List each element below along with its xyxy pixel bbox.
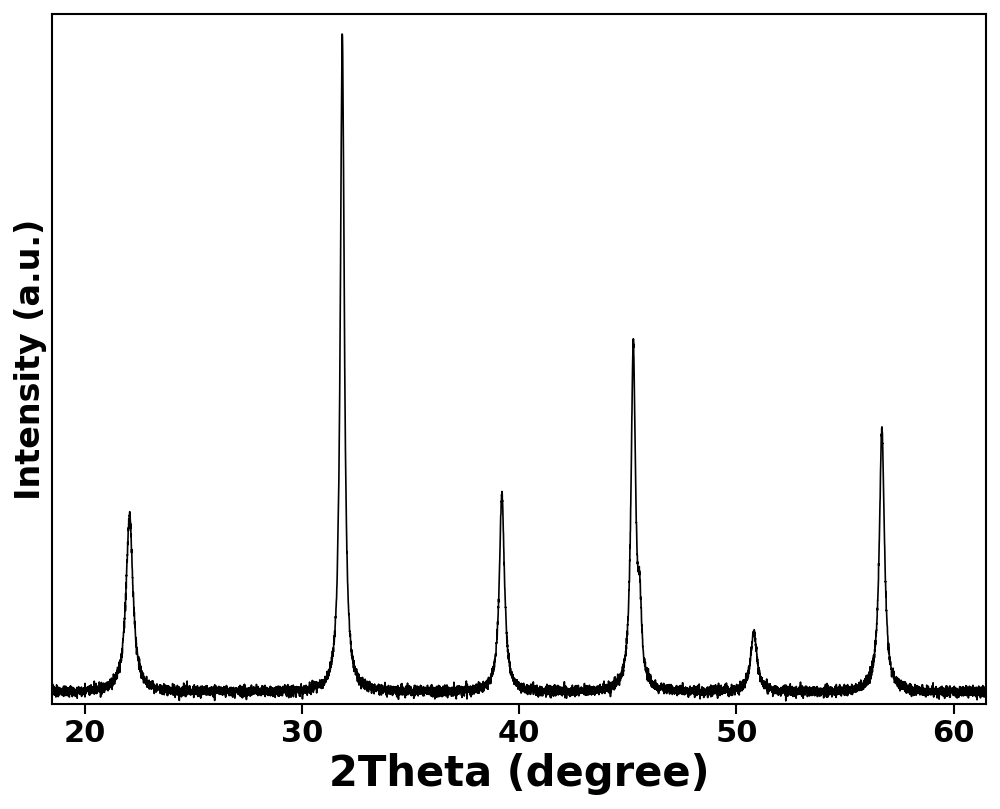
Y-axis label: Intensity (a.u.): Intensity (a.u.) [14, 218, 47, 499]
X-axis label: 2Theta (degree): 2Theta (degree) [329, 753, 710, 795]
